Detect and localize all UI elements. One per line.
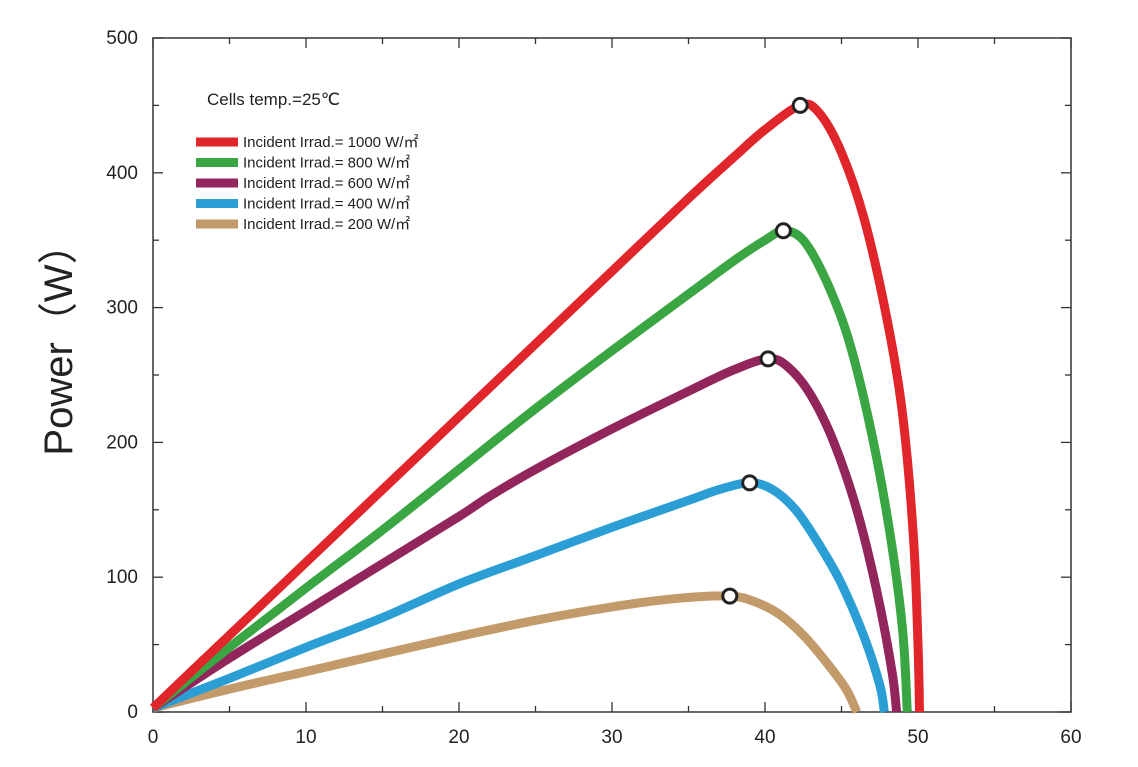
series-line — [150, 226, 912, 713]
y-tick-labels: 0 100 200 300 400 500 — [106, 28, 138, 723]
series-line — [150, 354, 902, 713]
legend-label: Incident Irrad.= 600 W/㎡ — [243, 175, 410, 192]
legend-label: Incident Irrad.= 1000 W/㎡ — [243, 134, 419, 151]
x-tick-label: 50 — [907, 727, 928, 748]
cells-temp-annotation: Cells temp.=25℃ — [207, 90, 340, 109]
series-line — [151, 478, 889, 713]
mpp-marker — [721, 587, 739, 605]
mpp-markers — [721, 96, 809, 605]
y-tick-label: 100 — [106, 567, 138, 588]
mpp-marker — [774, 222, 792, 240]
mpp-marker — [741, 474, 759, 492]
x-tick-labels: 0 10 20 30 40 50 60 — [148, 727, 1082, 748]
axis-ticks — [152, 37, 1072, 713]
mpp-marker — [759, 350, 777, 368]
y-axis-title: Power（W） — [37, 224, 81, 455]
x-tick-label: 10 — [295, 727, 316, 748]
x-tick-label: 20 — [448, 727, 469, 748]
y-tick-label: 400 — [106, 163, 138, 184]
series-group — [149, 99, 924, 714]
x-tick-label: 40 — [754, 727, 775, 748]
legend-label: Incident Irrad.= 800 W/㎡ — [243, 155, 410, 172]
legend-label: Incident Irrad.= 200 W/㎡ — [243, 216, 410, 233]
mpp-marker — [791, 96, 809, 114]
x-tick-label: 60 — [1060, 727, 1081, 748]
series-line — [149, 99, 924, 713]
legend-label: Incident Irrad.= 400 W/㎡ — [243, 196, 410, 213]
x-tick-label: 0 — [148, 727, 159, 748]
y-tick-label: 500 — [106, 28, 138, 49]
y-tick-label: 300 — [106, 298, 138, 319]
series-line — [151, 591, 861, 714]
y-tick-label: 0 — [127, 702, 138, 723]
legend: Incident Irrad.= 1000 W/㎡ Incident Irrad.… — [196, 134, 419, 233]
x-tick-label: 30 — [601, 727, 622, 748]
y-tick-label: 200 — [106, 432, 138, 453]
